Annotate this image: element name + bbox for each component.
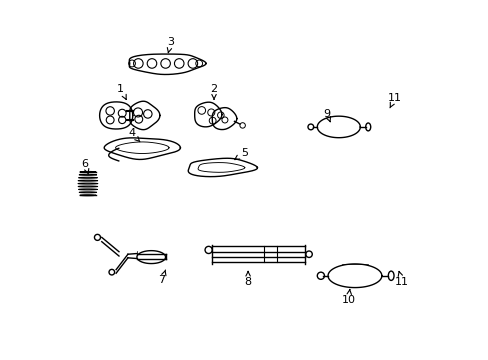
Text: 2: 2 (210, 84, 217, 99)
Text: 1: 1 (117, 84, 126, 99)
Text: 3: 3 (167, 37, 174, 53)
Text: 7: 7 (158, 270, 165, 285)
Text: 9: 9 (323, 109, 330, 122)
Text: 5: 5 (234, 148, 247, 159)
Text: 10: 10 (341, 289, 355, 305)
Text: 4: 4 (128, 129, 140, 142)
Text: 11: 11 (387, 93, 401, 108)
Text: 6: 6 (81, 159, 89, 174)
Text: 11: 11 (394, 271, 408, 287)
Text: 8: 8 (244, 271, 251, 287)
